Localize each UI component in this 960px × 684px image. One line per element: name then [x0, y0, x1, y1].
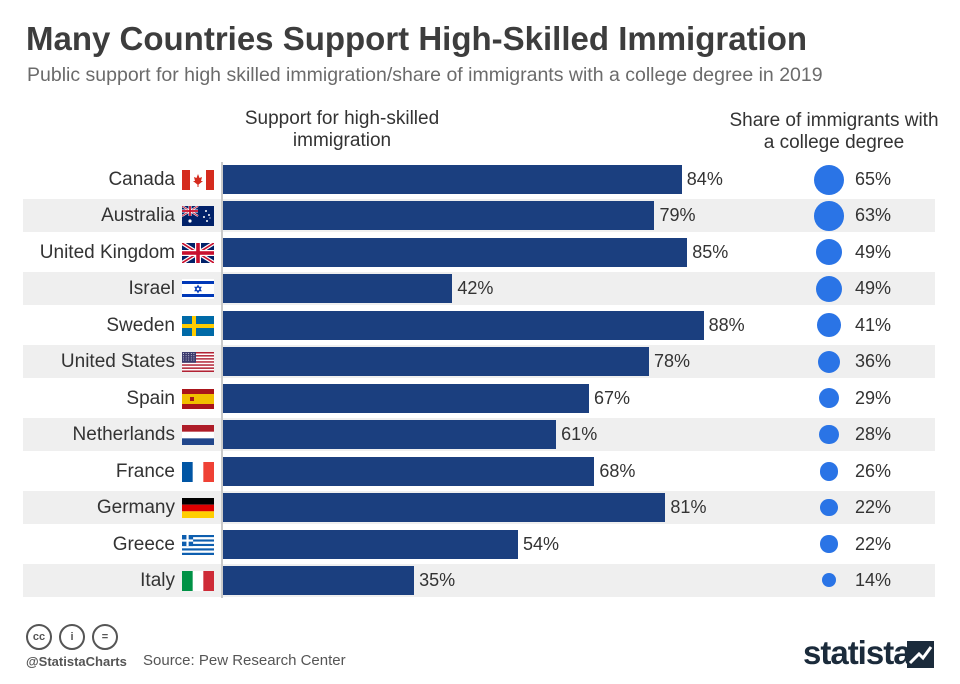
table-row	[23, 563, 935, 597]
support-value-label: 78%	[654, 351, 691, 372]
country-label: Israel	[128, 278, 175, 300]
united-kingdom-flag	[182, 242, 214, 263]
share-value-label: 22%	[855, 533, 892, 554]
country-label: Canada	[108, 169, 175, 190]
spain-flag	[182, 388, 214, 409]
support-value-label: 54%	[522, 533, 559, 554]
share-bubble-united-states	[817, 350, 841, 373]
share-value-label: 41%	[855, 314, 892, 335]
share-bubble-canada	[814, 164, 844, 195]
support-value-label: 79%	[659, 205, 696, 226]
share-value-label: 36%	[855, 351, 892, 372]
chart-subtitle: Public support for high skilled immigrat…	[27, 64, 823, 86]
share-value-label: 26%	[855, 460, 892, 481]
share-value-label: 28%	[855, 424, 892, 445]
country-label: Australia	[101, 205, 175, 227]
country-label: Spain	[126, 387, 175, 409]
united-states-flag	[182, 352, 214, 373]
support-bar-sweden	[223, 310, 704, 340]
share-bubble-germany	[820, 498, 838, 517]
chart-title: Many Countries Support High-Skilled Immi…	[26, 20, 808, 57]
bar-axis-line	[221, 162, 223, 598]
support-column-header: Support for high-skilled immigration	[244, 108, 440, 151]
germany-flag	[182, 498, 214, 519]
country-label: Netherlands	[72, 424, 175, 446]
support-bar-italy	[223, 565, 415, 595]
australia-flag	[182, 206, 214, 227]
statista-logo: statista	[803, 634, 912, 671]
country-label: France	[115, 460, 175, 482]
share-bubble-greece	[820, 535, 838, 553]
support-bar-germany	[223, 493, 666, 523]
attribution-icon: i	[59, 624, 85, 650]
table-row	[23, 272, 935, 306]
creative-commons-icon: cc	[26, 624, 52, 650]
canada-flag	[182, 170, 214, 190]
share-bubble-australia	[814, 201, 844, 231]
share-bubble-sweden	[817, 313, 841, 338]
country-label: United Kingdom	[39, 241, 175, 263]
country-label: Sweden	[106, 314, 175, 336]
support-value-label: 85%	[692, 241, 729, 262]
country-label: Germany	[96, 497, 175, 519]
share-bubble-netherlands	[819, 424, 839, 445]
share-value-label: 49%	[855, 278, 892, 299]
israel-flag	[182, 279, 214, 300]
support-bar-canada	[223, 165, 682, 194]
share-value-label: 14%	[855, 569, 892, 590]
share-value-label: 49%	[855, 241, 892, 262]
support-value-label: 67%	[593, 387, 630, 408]
country-label: Italy	[140, 569, 175, 591]
share-bubble-spain	[818, 388, 839, 409]
country-label: United States	[60, 351, 175, 373]
support-value-label: 88%	[708, 314, 745, 335]
support-bar-israel	[223, 274, 453, 304]
share-bubble-israel	[815, 275, 843, 302]
support-bar-greece	[223, 529, 518, 559]
support-bar-united-kingdom	[223, 237, 688, 267]
support-value-label: 61%	[561, 424, 598, 445]
sweden-flag	[182, 315, 214, 336]
support-bar-spain	[223, 383, 589, 413]
share-value-label: 65%	[855, 169, 892, 189]
share-bubble-italy	[822, 573, 836, 588]
support-value-label: 35%	[419, 569, 456, 590]
source-note: Source: Pew Research Center	[143, 652, 346, 669]
support-bar-united-states	[223, 347, 650, 377]
share-bubble-france	[819, 461, 839, 481]
support-bar-france	[223, 456, 595, 486]
statista-handle: @StatistaCharts	[26, 654, 127, 669]
support-value-label: 84%	[686, 169, 723, 189]
support-value-label: 68%	[599, 460, 636, 481]
france-flag	[182, 461, 214, 482]
support-bar-netherlands	[223, 420, 557, 450]
support-value-label: 81%	[670, 497, 707, 518]
italy-flag	[182, 570, 214, 591]
share-value-label: 22%	[855, 497, 892, 518]
support-bar-australia	[223, 201, 655, 231]
support-value-label: 42%	[457, 278, 494, 299]
share-value-label: 29%	[855, 387, 892, 408]
share-bubble-united-kingdom	[815, 239, 843, 266]
greece-flag	[182, 534, 214, 555]
statista-logo-mark-icon	[907, 641, 934, 668]
share-value-label: 63%	[855, 205, 892, 226]
share-column-header: Share of immigrants with a college degre…	[729, 110, 939, 153]
netherlands-flag	[182, 425, 214, 446]
country-label: Greece	[112, 533, 175, 555]
no-derivatives-icon: =	[92, 624, 118, 650]
